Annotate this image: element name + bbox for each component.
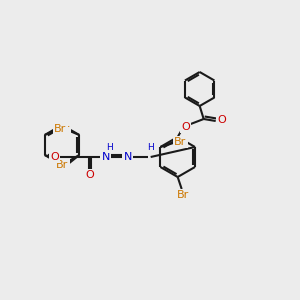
Text: N: N — [101, 152, 110, 162]
Text: Br: Br — [174, 137, 187, 147]
Text: Br: Br — [58, 124, 70, 134]
Text: Br: Br — [177, 190, 189, 200]
Text: H: H — [147, 143, 154, 152]
Text: Br: Br — [56, 160, 68, 170]
Text: O: O — [181, 122, 190, 132]
Text: O: O — [85, 170, 94, 180]
Text: Br: Br — [54, 124, 66, 134]
Text: H: H — [106, 143, 113, 152]
Text: O: O — [217, 115, 226, 125]
Text: N: N — [124, 152, 132, 162]
Text: O: O — [50, 152, 59, 162]
